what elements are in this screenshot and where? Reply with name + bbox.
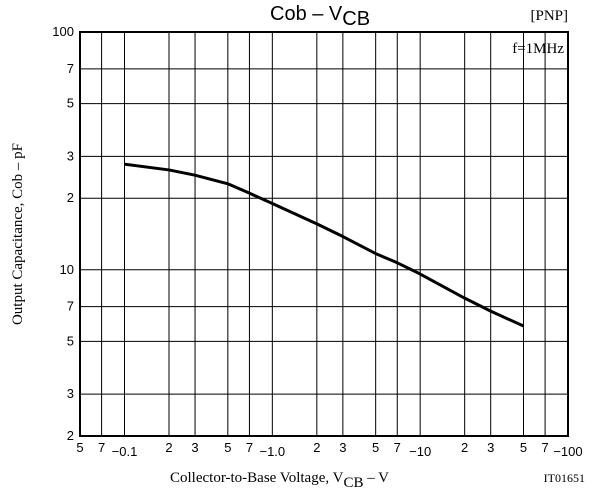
annotation: IT01651 xyxy=(544,471,585,485)
x-tick-label: 3 xyxy=(487,440,494,455)
y-tick-label: 10 xyxy=(60,262,74,277)
x-tick-label: 3 xyxy=(339,440,346,455)
x-tick-label: 5 xyxy=(520,440,527,455)
x-tick-label: 5 xyxy=(372,440,379,455)
annotation: [PNP] xyxy=(530,8,568,24)
plot-frame xyxy=(79,31,569,437)
x-tick-label: −10 xyxy=(409,444,431,459)
x-tick-label: −100 xyxy=(553,444,582,459)
y-tick-label: 3 xyxy=(67,148,74,163)
x-tick-label: 2 xyxy=(461,440,468,455)
x-tick-label: 7 xyxy=(246,440,253,455)
y-tick-label: 100 xyxy=(52,24,74,39)
x-tick-label: 7 xyxy=(541,440,548,455)
y-tick-label: 5 xyxy=(67,333,74,348)
y-tick-label: 2 xyxy=(67,428,74,443)
y-tick-label: 3 xyxy=(67,386,74,401)
annotation: f=1MHz xyxy=(512,41,564,57)
x-tick-label: −0.1 xyxy=(112,444,138,459)
x-tick-label: 2 xyxy=(313,440,320,455)
y-axis-label: Output Capacitance, Cob – pF xyxy=(10,143,26,325)
x-tick-label: 3 xyxy=(191,440,198,455)
y-tick-label: 5 xyxy=(67,96,74,111)
x-tick-label: −1.0 xyxy=(259,444,285,459)
y-tick-label: 7 xyxy=(67,61,74,76)
x-tick-label: 2 xyxy=(165,440,172,455)
x-axis-label: Collector-to-Base Voltage, VCB – V xyxy=(170,470,389,491)
data-line xyxy=(124,162,525,328)
chart-title: Cob – VCB xyxy=(270,3,370,30)
x-tick-label: 5 xyxy=(224,440,231,455)
x-tick-label: 7 xyxy=(98,440,105,455)
x-tick-label: 7 xyxy=(394,440,401,455)
x-tick-label: 5 xyxy=(76,440,83,455)
y-tick-label: 7 xyxy=(67,299,74,314)
y-tick-label: 2 xyxy=(67,190,74,205)
